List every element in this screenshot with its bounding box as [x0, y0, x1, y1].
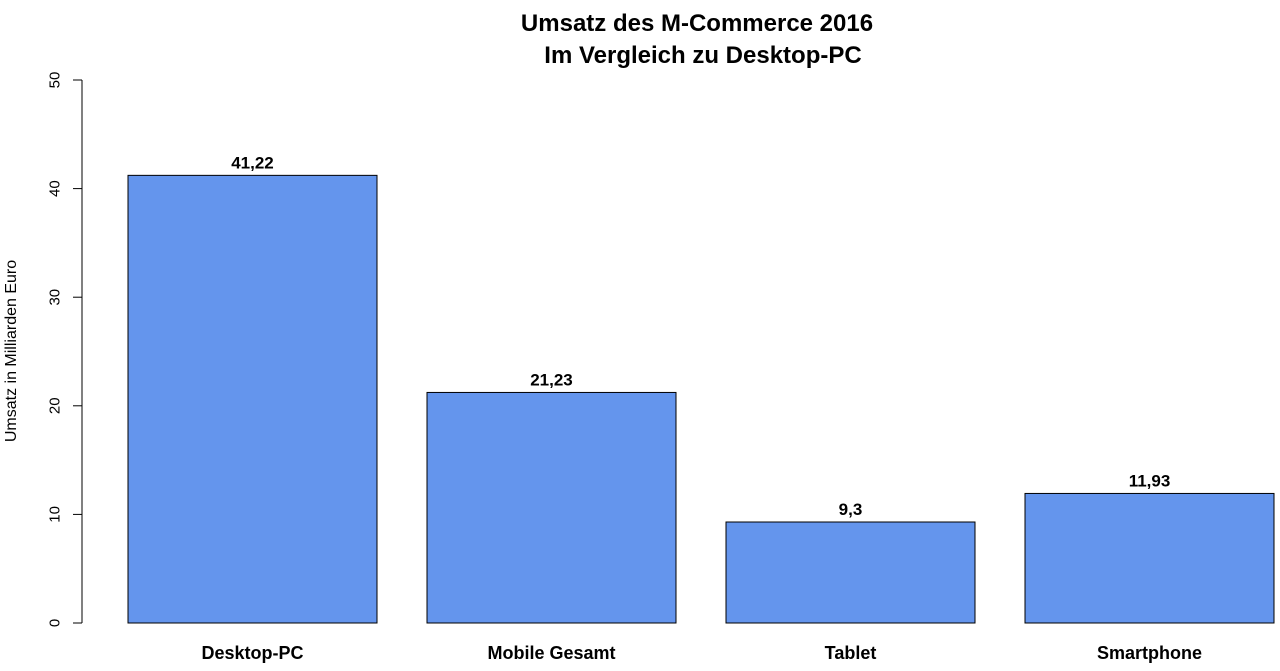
x-category-label: Smartphone — [1097, 643, 1202, 663]
x-category-label: Desktop-PC — [201, 643, 303, 663]
y-tick-label: 50 — [47, 72, 64, 89]
y-tick-label: 10 — [47, 506, 64, 523]
y-tick-label: 0 — [47, 619, 64, 627]
chart-title: Umsatz des M-Commerce 2016 — [521, 10, 873, 37]
bars — [128, 175, 1274, 623]
y-axis-label: Umsatz in Milliarden Euro — [3, 260, 20, 442]
y-tick-label: 30 — [47, 289, 64, 306]
x-category-label: Tablet — [825, 643, 877, 663]
bar-tablet — [726, 522, 975, 623]
y-tick-label: 40 — [47, 180, 64, 197]
bar-value-label: 9,3 — [839, 500, 863, 519]
bar-smartphone — [1025, 493, 1274, 623]
y-tick-label: 20 — [47, 397, 64, 414]
y-axis-ticks: 0 10 20 30 40 50 — [47, 72, 83, 628]
chart-subtitle: Im Vergleich zu Desktop-PC — [544, 42, 861, 69]
bar-mobile-gesamt — [427, 392, 676, 623]
bar-desktop-pc — [128, 175, 377, 623]
x-category-label: Mobile Gesamt — [487, 643, 615, 663]
category-labels: Desktop-PC Mobile Gesamt Tablet Smartphone — [201, 643, 1202, 663]
bar-value-label: 11,93 — [1129, 471, 1171, 490]
bar-value-label: 41,22 — [231, 153, 274, 172]
bar-value-label: 21,23 — [530, 370, 573, 389]
